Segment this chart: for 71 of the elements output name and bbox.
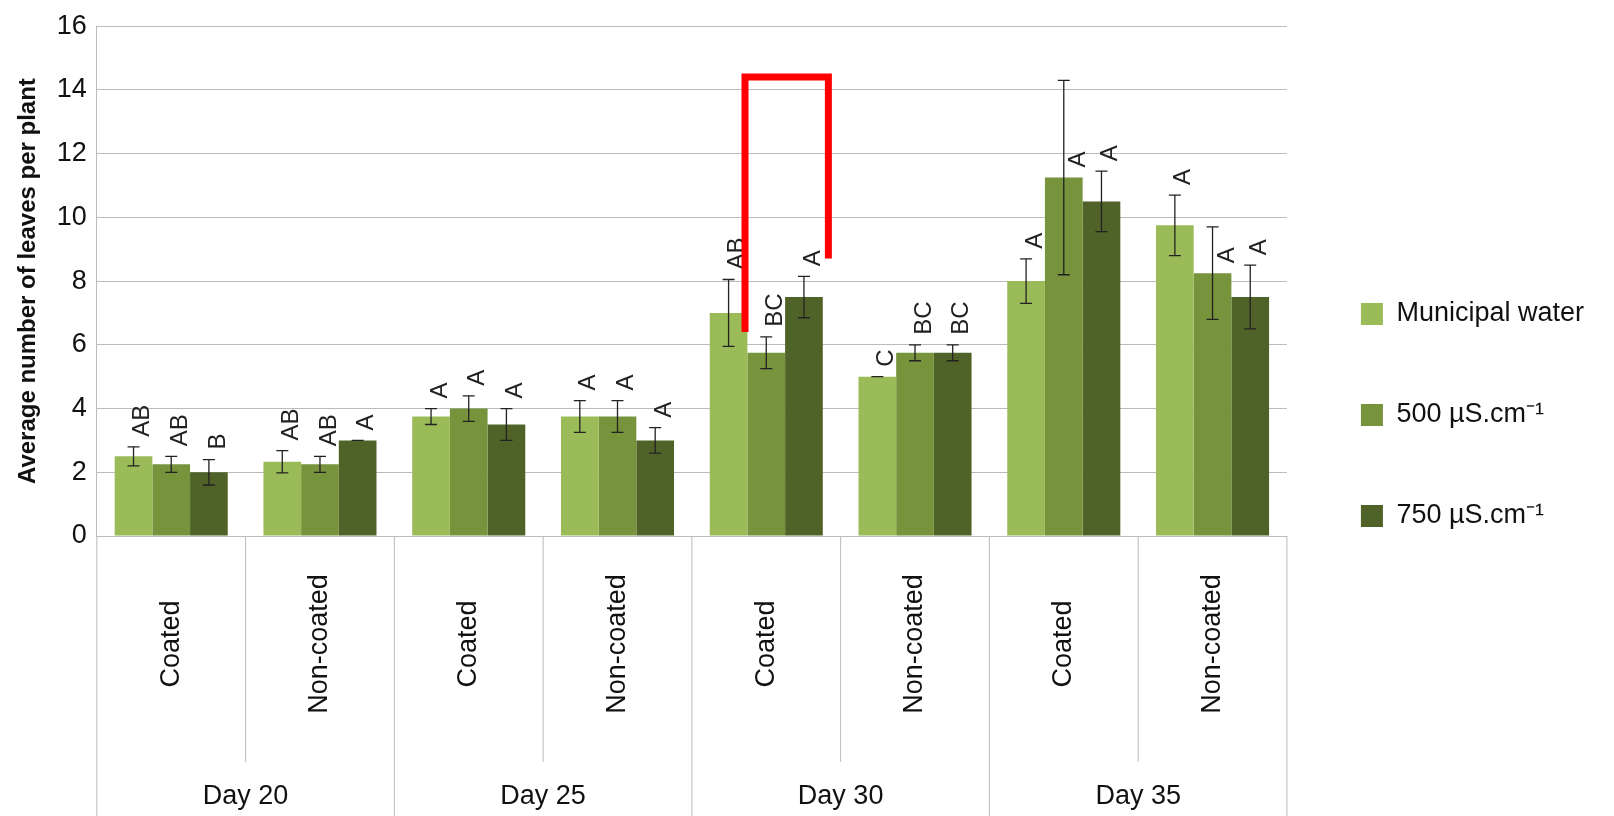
data-label: A: [351, 414, 379, 431]
bar: [1156, 225, 1194, 536]
text: Day 25: [500, 780, 586, 811]
y-tick-label: 8: [71, 264, 87, 295]
bar: [301, 464, 339, 536]
y-axis-title: Average number of leaves per plant: [13, 78, 41, 485]
y-tick-label: 14: [56, 73, 87, 104]
bar: [933, 352, 972, 536]
legend-label: 500 µS.cm⁻¹: [1396, 398, 1545, 429]
bar: [560, 416, 599, 536]
bar: [598, 416, 637, 536]
x-tick-label: Coated: [452, 600, 483, 688]
data-label: A: [611, 374, 639, 391]
y-tick-label: 6: [71, 328, 87, 359]
data-label: A: [573, 374, 601, 391]
data-label: BC: [759, 293, 787, 327]
text: Day 20: [202, 780, 289, 811]
bar: [338, 440, 377, 536]
bar: [1082, 201, 1121, 536]
x-tick-label: Coated: [1047, 600, 1078, 688]
y-tick-label: 16: [56, 9, 87, 40]
bar: [1231, 297, 1270, 536]
data-label: AB: [127, 404, 155, 437]
y-tick-label: 4: [71, 392, 87, 422]
data-label: A: [1063, 151, 1091, 168]
y-tick-label: 12: [56, 137, 87, 168]
data-label: AB: [164, 414, 192, 447]
bar: [858, 376, 897, 536]
bar: [636, 440, 675, 536]
legend-label: 750 µS.cm⁻¹: [1396, 499, 1545, 530]
bar: [152, 464, 191, 536]
y-tick-label: 0: [71, 519, 87, 550]
data-label: A: [462, 369, 490, 386]
bar: [114, 456, 153, 536]
bar: [1007, 281, 1045, 536]
x-tick-label: Non-coated: [303, 574, 334, 714]
y-tick-label: 2: [71, 455, 87, 486]
bar: [487, 424, 526, 536]
x-tick-label: Coated: [749, 600, 780, 688]
data-label: AB: [313, 414, 341, 447]
data-label: A: [500, 382, 528, 399]
bar: [747, 352, 786, 536]
data-label: A: [648, 401, 676, 418]
data-label: A: [1168, 169, 1196, 186]
legend-label: Municipal water: [1396, 297, 1585, 328]
text: Day 35: [1095, 780, 1181, 811]
x-tick-label: Coated: [154, 600, 185, 688]
bar: [263, 461, 302, 536]
bar: [190, 472, 228, 536]
data-label: A: [1019, 232, 1047, 249]
data-label: A: [1095, 145, 1123, 162]
data-label: C: [870, 349, 898, 367]
data-label: B: [202, 433, 230, 450]
data-label: A: [1243, 239, 1271, 256]
data-label: AB: [275, 408, 303, 441]
text: Day 30: [797, 780, 884, 811]
data-label: A: [797, 250, 825, 267]
bar: [896, 352, 934, 536]
data-label: BC: [946, 301, 974, 335]
y-tick-label: 10: [56, 200, 87, 231]
data-label: A: [424, 382, 452, 399]
x-tick-label: Non-coated: [600, 574, 631, 714]
bar: [412, 416, 450, 536]
data-label: BC: [908, 301, 936, 335]
bar: [709, 312, 748, 536]
x-tick-label: Non-coated: [898, 574, 929, 714]
bar: [1044, 177, 1083, 536]
data-label: A: [1212, 247, 1240, 264]
bar: [449, 408, 488, 536]
x-tick-label: Non-coated: [1196, 574, 1226, 714]
bar: [1193, 273, 1232, 536]
